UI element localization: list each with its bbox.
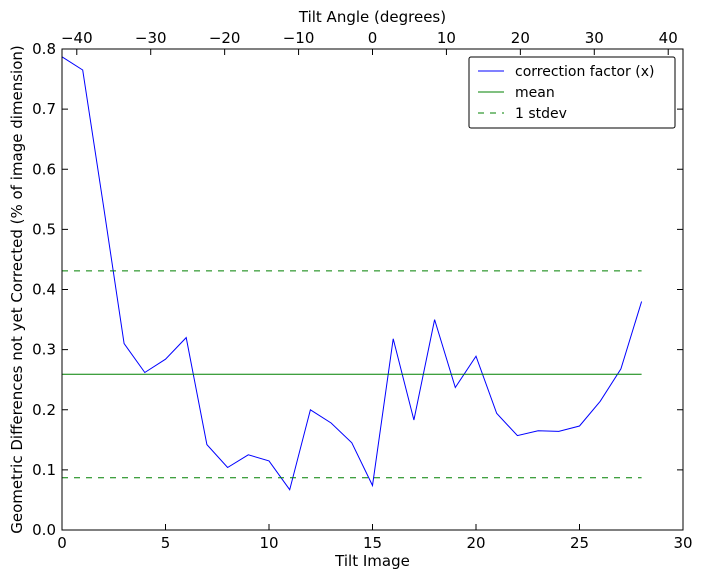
top-tick-label: −20 (209, 29, 241, 47)
y-tick-label: 0.3 (32, 341, 56, 359)
top-tick-label: 30 (585, 29, 604, 47)
y-tick-label: 0.7 (32, 100, 56, 118)
top-tick-label: −10 (283, 29, 315, 47)
x-tick-label: 0 (57, 534, 67, 552)
top-tick-label: 40 (659, 29, 678, 47)
legend-label-correction-factor: correction factor (x) (515, 64, 654, 80)
top-tick-label: 20 (511, 29, 530, 47)
legend-label-mean: mean (515, 85, 555, 101)
top-tick-label: 10 (437, 29, 456, 47)
legend: correction factor (x) mean 1 stdev (468, 56, 676, 129)
y-tick-label: 0.8 (32, 40, 56, 58)
top-tick-label: 0 (368, 29, 378, 47)
legend-label-stdev: 1 stdev (515, 106, 567, 122)
top-tick-label: −30 (135, 29, 167, 47)
x-tick-label: 30 (673, 534, 692, 552)
x-axis-label: Tilt Image (334, 552, 410, 570)
y-tick-label: 0.4 (32, 281, 56, 299)
plot-lines (61, 56, 643, 491)
x-tick-label: 20 (466, 534, 485, 552)
top-tick-label: −40 (61, 29, 93, 47)
y-tick-label: 0.5 (32, 220, 56, 238)
y-tick-label: 0.2 (32, 401, 56, 419)
y-tick-label: 0.0 (32, 521, 56, 539)
plot-area-frame (61, 48, 684, 531)
x-tick-label: 15 (363, 534, 382, 552)
top-axis-label: Tilt Angle (degrees) (298, 8, 446, 26)
y-tick-label: 0.1 (32, 461, 56, 479)
y-tick-label: 0.6 (32, 160, 56, 178)
x-tick-label: 5 (161, 534, 171, 552)
x-tick-label: 10 (259, 534, 278, 552)
x-tick-label: 25 (570, 534, 589, 552)
series-line-0 (61, 56, 643, 491)
legend-box (468, 56, 676, 129)
axis-ticks: 0 5 10 15 20 25 300.00.10.20.30.40.50.60.70.8−… (32, 29, 692, 552)
y-axis-label: Geometric Differences not yet Corrected … (8, 45, 26, 534)
